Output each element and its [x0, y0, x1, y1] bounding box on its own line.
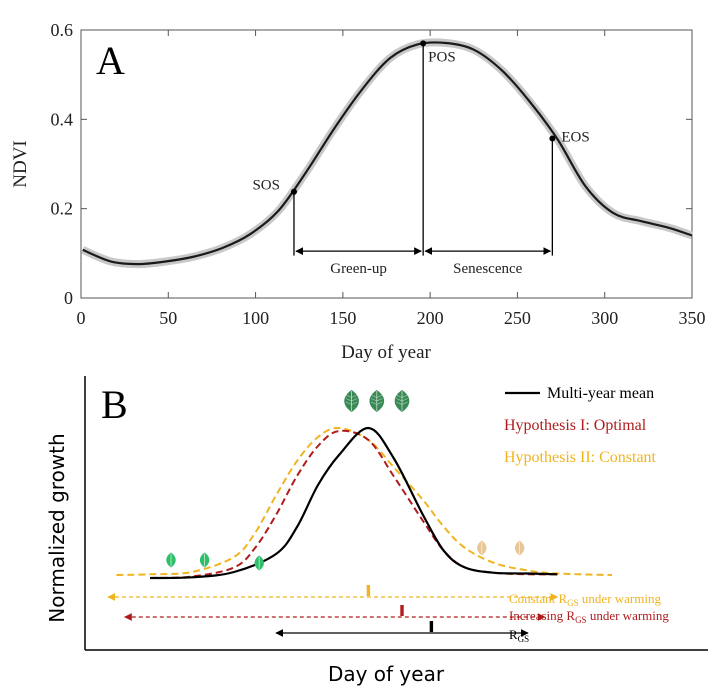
- ndvi-uncertainty-band: [81, 38, 694, 269]
- x-tick-label: 50: [159, 308, 177, 328]
- interval-label: Green-up: [330, 261, 387, 277]
- x-tick-label: 100: [242, 308, 269, 328]
- growing-season-label: Constant RGS under warming: [509, 591, 661, 608]
- marker-label: EOS: [561, 130, 589, 146]
- marker-point: [420, 40, 427, 47]
- autumn-leaf-icon: [514, 540, 525, 556]
- spring-leaf-icon: [199, 552, 210, 568]
- panel-b-label: B: [101, 382, 128, 427]
- curve-multi-year-mean: [149, 426, 558, 580]
- panel-a-label: A: [96, 38, 125, 83]
- x-tick-label: 350: [679, 308, 706, 328]
- growing-season-label: Increasing RGS under warming: [509, 608, 669, 625]
- growing-season-tick: [429, 621, 434, 632]
- marker-label: POS: [428, 49, 456, 65]
- y-tick-label: 0.6: [51, 20, 74, 40]
- marker-label: SOS: [252, 178, 280, 194]
- growing-season-tick: [366, 585, 371, 596]
- y-tick-label: 0: [64, 288, 73, 308]
- panel-b-x-label: Day of year: [328, 662, 445, 686]
- panel-a-frame: [80, 29, 693, 299]
- legend-entry: Multi-year mean: [547, 385, 654, 402]
- panel-b-y-label: Normalized growth: [45, 433, 69, 622]
- x-tick-label: 200: [417, 308, 444, 328]
- spring-leaf-icon: [166, 552, 176, 568]
- growing-season-tick: [400, 605, 404, 616]
- spring-leaf-icon: [254, 555, 264, 571]
- legend-entry: Hypothesis I: Optimal: [504, 417, 647, 434]
- phenology-intervals: Green-up Senescence: [295, 247, 552, 277]
- ndvi-line: [82, 41, 693, 266]
- marker-point: [290, 188, 297, 195]
- panel-b-legend: Multi-year mean Hypothesis I: Optimal Hypo…: [504, 385, 657, 466]
- phenology-markers: SOS POS EOS: [252, 40, 590, 256]
- summer-leaf-icon: [369, 390, 385, 412]
- panel-a-y-label: NDVI: [10, 140, 31, 188]
- legend-entry: Hypothesis II: Constant: [504, 449, 657, 466]
- y-tick-label: 0.2: [51, 199, 74, 219]
- marker-point: [549, 135, 556, 142]
- panel-a-y-ticks: 0 0.2 0.4 0.6: [51, 20, 692, 308]
- panel-a-x-ticks: 0 50 100 150 200 250 300 350: [77, 30, 706, 328]
- interval-label: Senescence: [453, 261, 522, 277]
- panel-a-x-label: Day of year: [341, 342, 431, 363]
- growing-season-label: RGS: [509, 627, 529, 644]
- x-tick-label: 250: [504, 308, 531, 328]
- panel-b-curves: [116, 426, 613, 580]
- y-tick-label: 0.4: [51, 109, 74, 129]
- panel-b-leaves: [166, 390, 525, 571]
- panel-a: 0 0.2 0.4 0.6 0 50 100 150 200 250 300 350 SOS POS E…: [10, 20, 706, 363]
- panel-b: B Multi-year mean Hypothesis I: Optimal Hy…: [45, 376, 708, 686]
- x-tick-label: 150: [329, 308, 356, 328]
- summer-leaf-icon: [344, 390, 359, 412]
- x-tick-label: 300: [591, 308, 618, 328]
- summer-leaf-icon: [394, 390, 410, 412]
- curve-hypothesis-i-optimal: [149, 429, 558, 579]
- x-tick-label: 0: [77, 308, 86, 328]
- autumn-leaf-icon: [477, 540, 487, 556]
